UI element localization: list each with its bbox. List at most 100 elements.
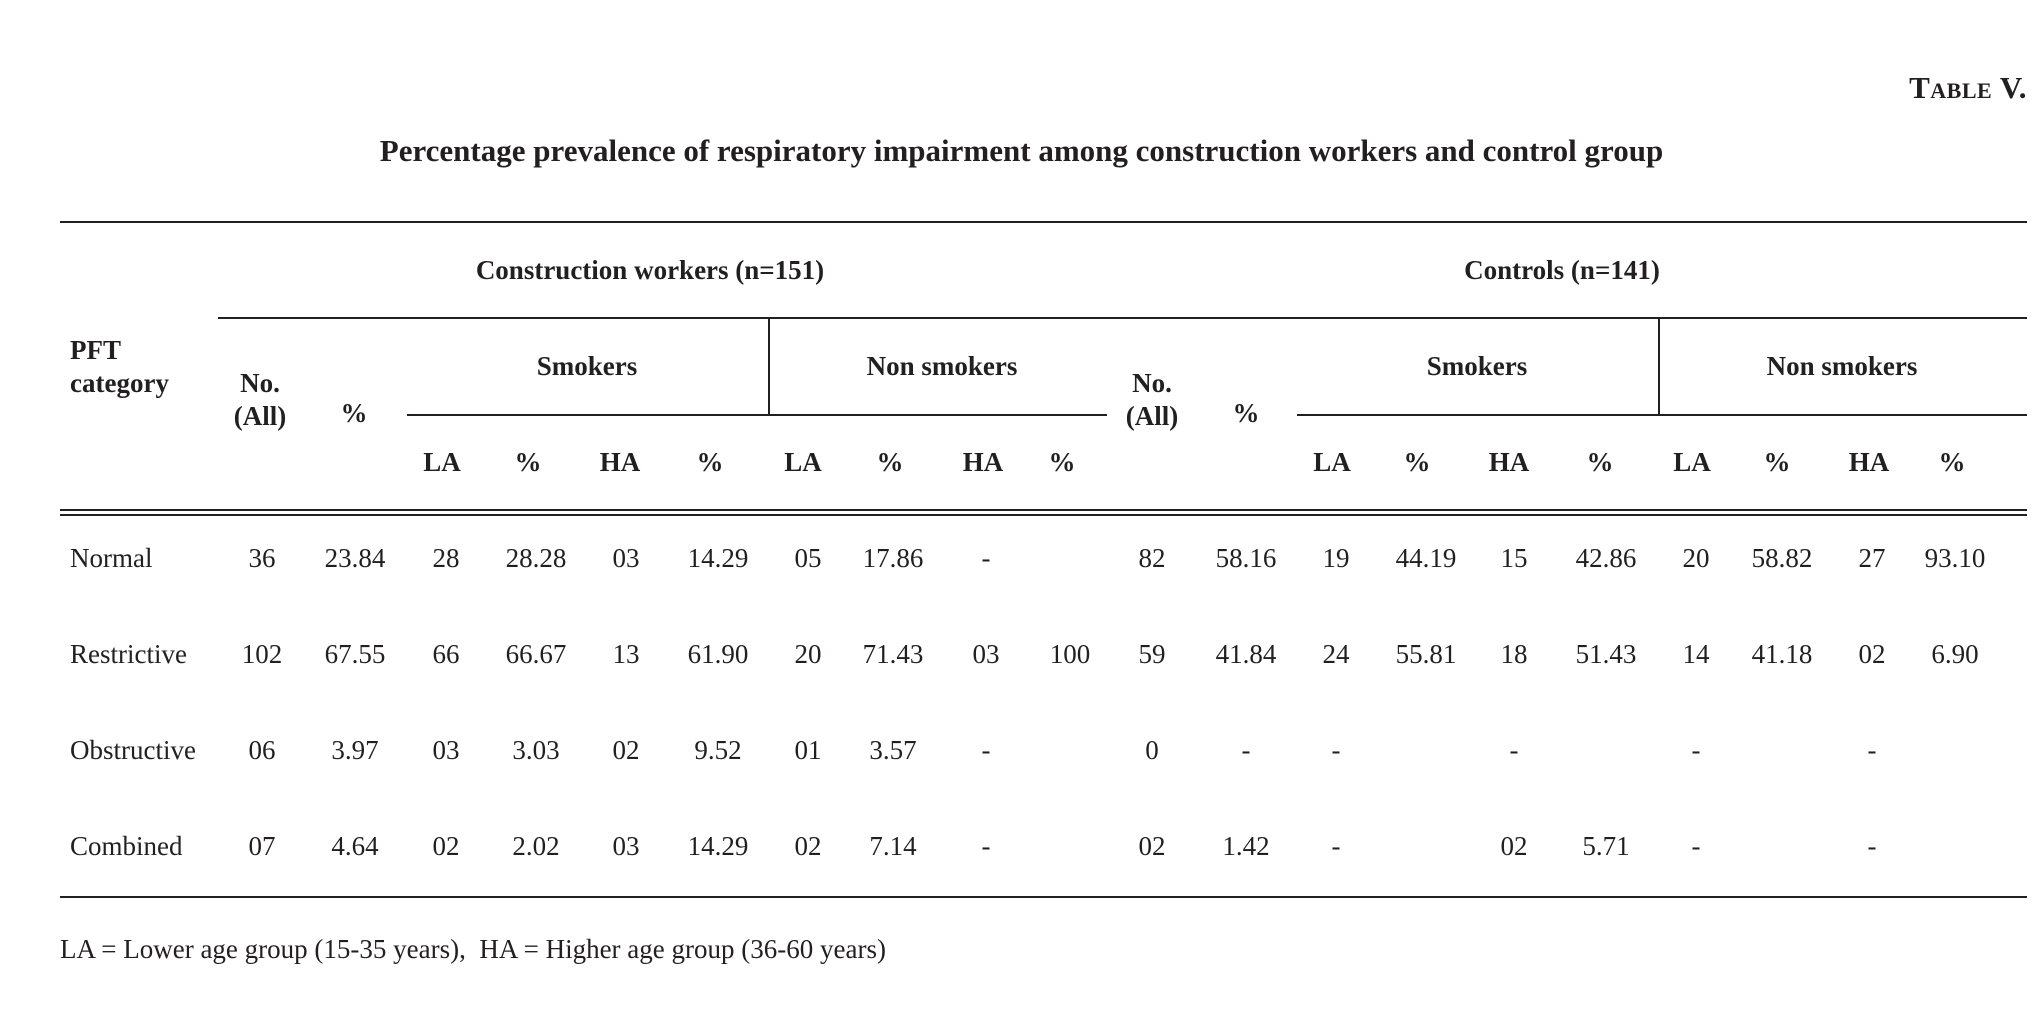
table-cell: - [981, 831, 991, 861]
table-cell: 41.18 [1751, 639, 1813, 669]
row-label: Obstructive [70, 735, 196, 765]
sub-header-la: LA [423, 447, 461, 477]
table-label: Table V. [1909, 70, 2027, 105]
sub-header-ha: HA [599, 447, 641, 477]
table-cell: 05 [794, 543, 822, 573]
table-cell: 6.90 [1931, 639, 1979, 669]
table-cell: 15 [1500, 543, 1528, 573]
table-cell: 42.86 [1575, 543, 1637, 573]
construction-no-all-header: No. (All) [233, 368, 287, 431]
row-label: Normal [70, 543, 153, 573]
table-cell: 03 [612, 543, 640, 573]
table-cell: 55.81 [1395, 639, 1457, 669]
sub-header-la: LA [784, 447, 822, 477]
table-cell: 66.67 [505, 639, 567, 669]
table-cell: 0 [1145, 735, 1159, 765]
subgroup-underline-construction [407, 414, 1107, 416]
table-cell: 14 [1682, 639, 1710, 669]
separator-construction-smokers [768, 318, 770, 415]
sub-header-percent: % [1403, 447, 1431, 477]
table-cell: 5.71 [1582, 831, 1630, 861]
table-cell: 28.28 [505, 543, 567, 573]
table-cell: 41.84 [1215, 639, 1277, 669]
sub-header-la: LA [1673, 447, 1711, 477]
table-cell: 3.03 [512, 735, 560, 765]
sub-header-percent: % [1586, 447, 1614, 477]
table-cell: 20 [794, 639, 822, 669]
table-cell: 19 [1322, 543, 1350, 573]
row-label: Combined [70, 831, 183, 861]
table-cell: - [1691, 735, 1701, 765]
sub-header-percent: % [696, 447, 724, 477]
table-cell: 66 [432, 639, 460, 669]
separator-controls-smokers [1658, 318, 1660, 415]
sub-header-la: LA [1313, 447, 1351, 477]
table-cell: 03 [432, 735, 460, 765]
sub-header-percent: % [1938, 447, 1966, 477]
table-cell: 51.43 [1575, 639, 1637, 669]
table-cell: 100 [1049, 639, 1091, 669]
table-cell: - [1867, 735, 1877, 765]
table-cell: 58.82 [1751, 543, 1813, 573]
table-cell: 02 [432, 831, 460, 861]
table-cell: 20 [1682, 543, 1710, 573]
table-caption: Percentage prevalence of respiratory imp… [379, 133, 1664, 168]
pft-category-header: PFT category [70, 335, 169, 398]
sub-header-percent: % [876, 447, 904, 477]
sub-header-ha: HA [962, 447, 1004, 477]
table-cell: 02 [1500, 831, 1528, 861]
table-footnote: LA = Lower age group (15-35 years), HA =… [60, 934, 886, 964]
table-cell: 93.10 [1924, 543, 1986, 573]
construction-smokers-header: Smokers [536, 351, 638, 381]
table-cell: 27 [1858, 543, 1886, 573]
table-cell: 18 [1500, 639, 1528, 669]
sub-header-ha: HA [1848, 447, 1890, 477]
table-cell: 36 [248, 543, 276, 573]
row-label: Restrictive [70, 639, 187, 669]
table-cell: 02 [1138, 831, 1166, 861]
sub-header-percent: % [1048, 447, 1076, 477]
table-cell: - [1241, 735, 1251, 765]
construction-percent-header: % [340, 398, 368, 428]
table-cell: 67.55 [324, 639, 386, 669]
sub-header-percent: % [514, 447, 542, 477]
table-cell: 59 [1138, 639, 1166, 669]
table-cell: 14.29 [687, 543, 749, 573]
table-cell: - [1691, 831, 1701, 861]
controls-header: Controls (n=141) [1464, 255, 1660, 285]
table-cell: 02 [612, 735, 640, 765]
table-cell: 23.84 [324, 543, 386, 573]
table-cell: 02 [794, 831, 822, 861]
header-double-rule-1 [60, 509, 2027, 511]
table-cell: 07 [248, 831, 276, 861]
construction-non-smokers-header: Non smokers [866, 351, 1018, 381]
bottom-rule [60, 896, 2027, 898]
table-cell: 14.29 [687, 831, 749, 861]
table-cell: 61.90 [687, 639, 749, 669]
top-rule [60, 221, 2027, 223]
table-cell: 06 [248, 735, 276, 765]
table-cell: 58.16 [1215, 543, 1277, 573]
table-cell: 7.14 [869, 831, 917, 861]
table-cell: - [1331, 735, 1341, 765]
table-cell: 71.43 [862, 639, 924, 669]
sub-header-ha: HA [1488, 447, 1530, 477]
table-cell: - [981, 735, 991, 765]
table-cell: 24 [1322, 639, 1350, 669]
table-cell: - [1867, 831, 1877, 861]
table-cell: 02 [1858, 639, 1886, 669]
table-cell: 82 [1138, 543, 1166, 573]
group-underline [218, 317, 2027, 319]
table-cell: 4.64 [331, 831, 379, 861]
table-cell: 01 [794, 735, 822, 765]
table-cell: 28 [432, 543, 460, 573]
table-cell: 3.97 [331, 735, 379, 765]
table-cell: 03 [972, 639, 1000, 669]
sub-header-percent: % [1763, 447, 1791, 477]
table-cell: 3.57 [869, 735, 917, 765]
controls-percent-header: % [1232, 398, 1260, 428]
table-cell: 44.19 [1395, 543, 1457, 573]
table-cell: 2.02 [512, 831, 560, 861]
table-cell: - [1331, 831, 1341, 861]
table-cell: 17.86 [862, 543, 924, 573]
